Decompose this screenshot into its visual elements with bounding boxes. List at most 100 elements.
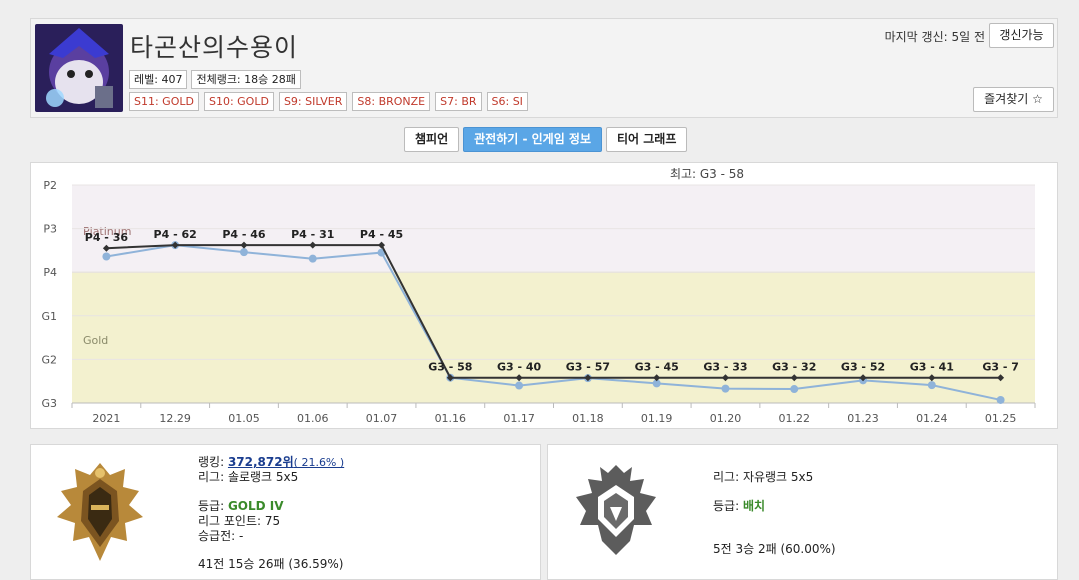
x-tick-label: 01.23: [847, 412, 879, 425]
tab-tier-graph[interactable]: 티어 그래프: [606, 127, 688, 152]
point-label: G3 - 7: [982, 361, 1019, 374]
profile-info-row: 레벨: 407 전체랭크: 18승 28패: [129, 70, 301, 89]
flex-tier-value: 배치: [742, 499, 766, 513]
point-label: P4 - 31: [291, 228, 334, 241]
series-point: [790, 385, 799, 394]
flex-record: 5전 3승 2패 (60.00%): [713, 542, 836, 556]
gold-emblem-icon: [55, 461, 145, 569]
series-point: [309, 241, 317, 249]
level-tag: 레벨: 407: [129, 70, 188, 89]
season-tag: S8: BRONZE: [352, 92, 431, 111]
x-tick-label: 01.17: [503, 412, 535, 425]
tier-value: GOLD IV: [227, 499, 284, 513]
series-point: [928, 374, 936, 382]
x-tick-label: 01.18: [572, 412, 604, 425]
x-tick-label: 01.24: [916, 412, 948, 425]
season-tag: S7: BR: [435, 92, 482, 111]
solo-tier: 등급: GOLD IV: [198, 497, 284, 514]
summoner-name: 타곤산의수용이: [130, 33, 299, 62]
series-point: [927, 381, 936, 390]
y-tick-label: G1: [41, 310, 57, 323]
x-tick-label: 01.06: [297, 412, 329, 425]
series-point: [308, 254, 317, 263]
point-label: P4 - 36: [85, 231, 129, 244]
point-label: G3 - 45: [635, 361, 679, 374]
overall-rank-tag: 전체랭크: 18승 28패: [191, 70, 301, 89]
view-tabs: 챔피언 관전하기 - 인게임 정보 티어 그래프: [404, 127, 688, 152]
x-tick-label: 12.29: [159, 412, 191, 425]
series-point: [378, 241, 386, 249]
solo-promo: 승급전: -: [198, 529, 244, 543]
series-point: [652, 379, 661, 388]
x-tick-label: 01.05: [228, 412, 260, 425]
point-label: P4 - 46: [222, 228, 266, 241]
solo-lp: 리그 포인트: 75: [198, 514, 281, 528]
season-tag: S6: SI: [486, 92, 528, 111]
band-label: Gold: [83, 334, 108, 347]
series-point: [996, 395, 1005, 404]
point-label: G3 - 52: [841, 361, 885, 374]
y-tick-label: G2: [41, 353, 57, 366]
refresh-button[interactable]: 갱신가능: [989, 23, 1054, 48]
point-label: G3 - 58: [428, 361, 472, 374]
tab-champion[interactable]: 챔피언: [404, 127, 460, 152]
y-tick-label: P2: [43, 179, 57, 192]
gold-band: [72, 272, 1035, 403]
point-label: G3 - 32: [772, 361, 816, 374]
series-point: [790, 374, 798, 382]
y-tick-label: P3: [43, 223, 57, 236]
flex-tier: 등급: 배치: [713, 497, 765, 514]
series-point: [102, 244, 110, 252]
series-line: [106, 244, 1001, 401]
series-point: [515, 381, 524, 390]
season-tag: S9: SILVER: [278, 92, 348, 111]
x-tick-label: 2021: [92, 412, 120, 425]
series-point: [102, 252, 111, 261]
x-tick-label: 01.20: [710, 412, 742, 425]
profile-header: 타곤산의수용이 레벨: 407 전체랭크: 18승 28패 S11: GOLD …: [30, 18, 1058, 118]
tier-chart: Gold Platinum P2 P3 P4 G1 G2 G3 2021 12.29 01.05 01…: [30, 162, 1058, 429]
x-tick-label: 01.25: [985, 412, 1017, 425]
point-label: P4 - 45: [360, 228, 403, 241]
series-line: [106, 244, 1001, 379]
unranked-emblem-icon: [574, 463, 658, 561]
x-tick-label: 01.16: [435, 412, 467, 425]
season-tag: S11: GOLD: [129, 92, 199, 111]
ranking-percent[interactable]: ( 21.6% ): [293, 456, 345, 469]
series-point: [515, 374, 523, 382]
tab-spectate[interactable]: 관전하기 - 인게임 정보: [463, 127, 602, 152]
y-tick-label: G3: [41, 397, 57, 410]
flex-rank-card: 리그: 자유랭크 5x5 등급: 배치 5전 3승 2패 (60.00%): [547, 444, 1058, 580]
series-point: [584, 374, 592, 382]
series-point: [240, 241, 248, 249]
series-point: [721, 384, 730, 393]
x-tick-label: 01.22: [779, 412, 811, 425]
solo-rank-card: 랭킹: 372,872위( 21.6% ) 리그: 솔로랭크 5x5 등급: G…: [30, 444, 541, 580]
flex-league: 리그: 자유랭크 5x5: [713, 470, 814, 484]
series-point: [653, 374, 661, 382]
ranking-link[interactable]: 372,872위: [227, 455, 294, 469]
series-point: [239, 248, 248, 257]
series-point: [859, 374, 867, 382]
point-label: G3 - 57: [566, 361, 610, 374]
point-label: P4 - 62: [154, 228, 197, 241]
series-point: [721, 374, 729, 382]
x-tick-label: 01.19: [641, 412, 673, 425]
y-tick-label: P4: [43, 266, 57, 279]
chart-title: 최고: G3 - 58: [670, 167, 744, 181]
series-point: [446, 374, 454, 382]
ranking-line: 랭킹: 372,872위( 21.6% ): [198, 453, 344, 470]
profile-avatar: [35, 24, 123, 112]
point-label: G3 - 41: [910, 361, 954, 374]
tier-label: 등급:: [198, 499, 228, 513]
season-history: S11: GOLD S10: GOLD S9: SILVER S8: BRONZ…: [129, 92, 528, 111]
last-updated: 마지막 갱신: 5일 전: [884, 30, 985, 44]
season-tag: S10: GOLD: [203, 92, 274, 111]
solo-league: 리그: 솔로랭크 5x5: [198, 470, 299, 484]
flex-tier-label: 등급:: [713, 499, 743, 513]
x-tick-label: 01.07: [366, 412, 398, 425]
ranking-label: 랭킹:: [198, 455, 228, 469]
series-point: [171, 241, 179, 249]
favorite-button[interactable]: 즐겨찾기 ☆: [973, 87, 1054, 112]
